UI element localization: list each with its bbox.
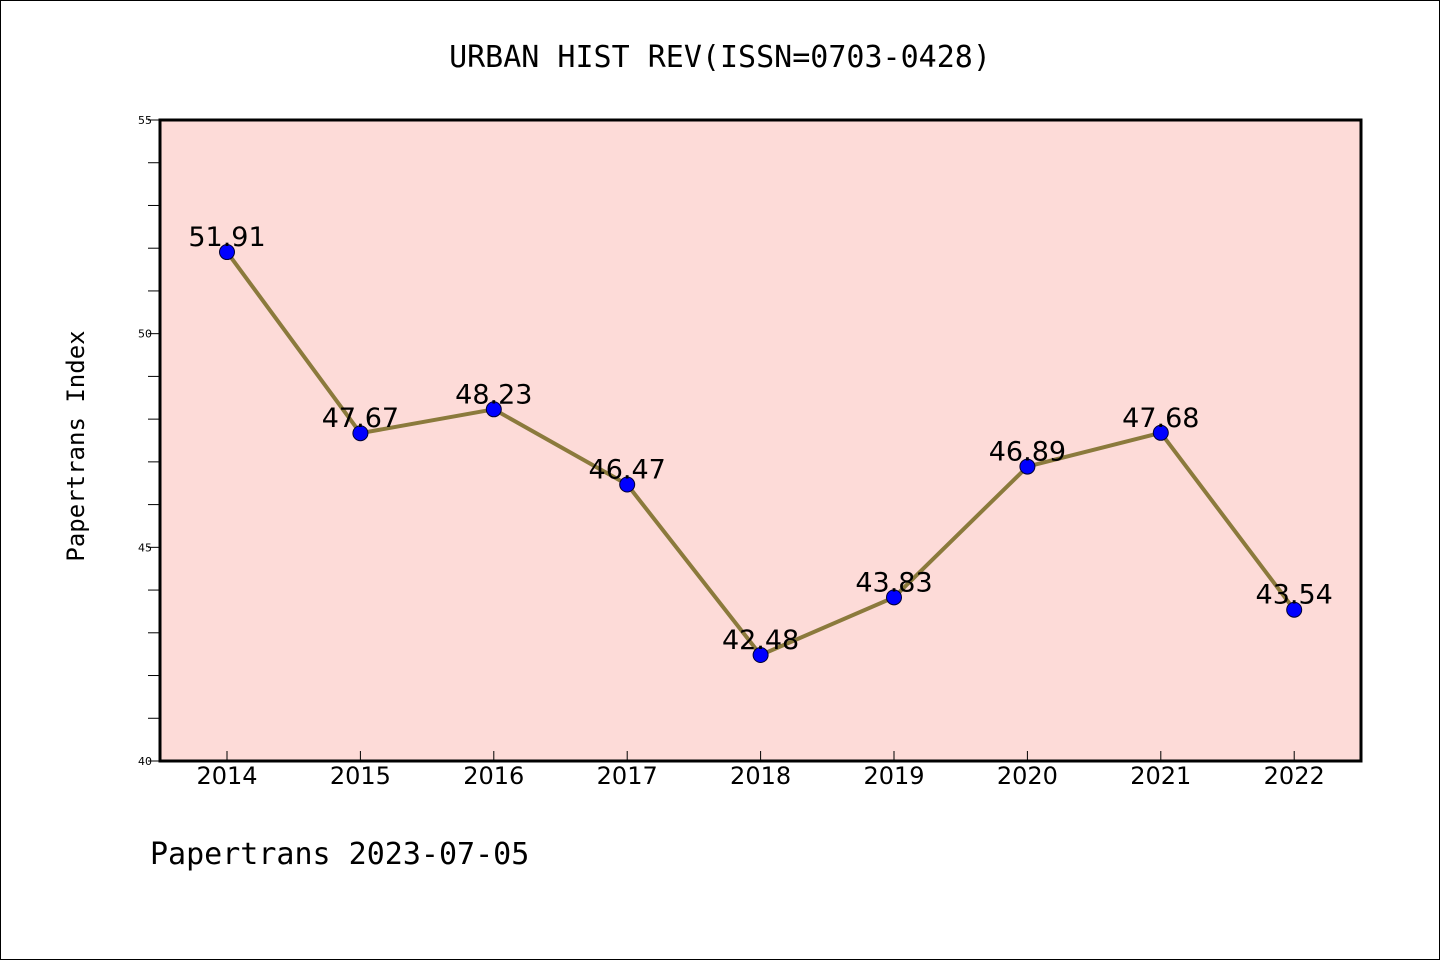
data-point [1152, 424, 1169, 441]
x-tick-label: 2022 [1264, 762, 1325, 790]
data-labels: 51.91 47.67 48.23 46.47 42.48 43.83 46.89 47.68… [188, 222, 1332, 656]
data-label: 43.83 [855, 567, 932, 598]
data-point [752, 647, 769, 664]
x-tick-label: 2017 [597, 762, 658, 790]
data-label: 51.91 [188, 222, 265, 253]
data-point [485, 401, 502, 418]
data-point [1019, 458, 1036, 475]
data-label: 48.23 [455, 379, 532, 410]
data-point [1286, 601, 1303, 618]
y-axis-label: Papertrans Index [62, 330, 90, 561]
data-label: 43.54 [1256, 580, 1333, 611]
data-label: 42.48 [722, 625, 799, 656]
data-label: 47.68 [1122, 403, 1199, 434]
data-markers [219, 244, 1303, 664]
data-point [219, 244, 235, 261]
data-point [619, 476, 636, 493]
data-point [886, 589, 902, 606]
plot-area [158, 118, 1363, 763]
data-point [352, 425, 369, 442]
x-tick-label: 2019 [863, 762, 924, 790]
chart-title: URBAN HIST REV(ISSN=0703-0428) [449, 40, 991, 75]
x-tick-label: 2021 [1130, 762, 1191, 790]
y-tick-label: 45 [138, 541, 152, 554]
y-axis-ticks: 40 45 50 55 [138, 114, 160, 768]
x-tick-label: 2018 [730, 762, 791, 790]
y-tick-label: 40 [138, 755, 152, 768]
x-axis-ticks: 2014 2015 2016 2017 2018 2019 2020 2021 2022 [196, 751, 1325, 790]
x-tick-label: 2014 [196, 762, 257, 790]
x-tick-label: 2016 [463, 762, 524, 790]
data-label: 47.67 [322, 403, 399, 434]
x-tick-label: 2020 [997, 762, 1058, 790]
data-label: 46.89 [989, 437, 1066, 468]
footer-text: Papertrans 2023-07-05 [150, 837, 529, 872]
y-tick-label: 50 [138, 328, 152, 341]
data-label: 46.47 [589, 455, 666, 486]
x-tick-label: 2015 [330, 762, 391, 790]
y-tick-label: 55 [138, 114, 152, 127]
